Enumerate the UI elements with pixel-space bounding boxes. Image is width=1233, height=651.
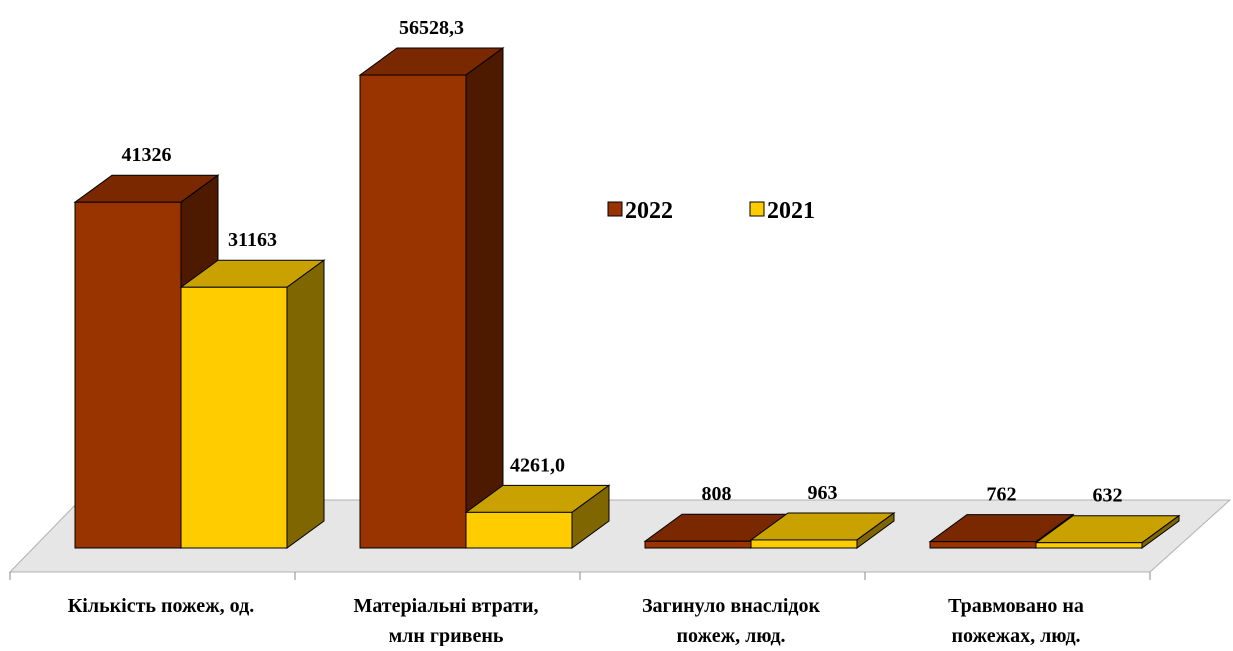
- data-label: 963: [808, 482, 838, 504]
- data-label: 56528,3: [399, 17, 464, 39]
- bar-front: [750, 539, 858, 549]
- bar: [464, 484, 611, 549]
- bar: [749, 511, 896, 549]
- x-tick-label: млн гривень: [389, 625, 504, 646]
- bar-front: [359, 74, 467, 549]
- data-label: 808: [702, 483, 732, 505]
- x-tick-label: Загинуло внаслідок: [642, 595, 821, 617]
- bar: [358, 47, 505, 549]
- legend-label: 2021: [767, 198, 815, 224]
- x-tick-label: пожеж, люд.: [676, 625, 785, 646]
- legend-swatch: [749, 201, 765, 217]
- data-label: 4261,0: [510, 454, 565, 476]
- data-label: 41326: [122, 144, 172, 166]
- bar-front: [74, 201, 182, 549]
- bar-front: [465, 511, 573, 549]
- legend-label: 2022: [625, 198, 673, 224]
- bar-front: [180, 286, 288, 549]
- x-tick-label: Травмовано на: [948, 595, 1084, 617]
- bar-front: [644, 540, 752, 549]
- legend-swatch: [607, 201, 623, 217]
- bar: [1034, 514, 1181, 549]
- bar: [179, 259, 326, 549]
- bar-side: [465, 47, 504, 549]
- data-label: 762: [987, 484, 1017, 506]
- bar-side: [286, 259, 325, 549]
- x-tick-label: пожежах, люд.: [951, 625, 1080, 646]
- x-tick-label: Матеріальні втрати,: [353, 595, 538, 617]
- bar-front: [1035, 542, 1143, 549]
- data-label: 31163: [228, 229, 277, 251]
- x-tick-label: Кількість пожеж, од.: [68, 595, 254, 617]
- data-label: 632: [1093, 485, 1123, 507]
- bar-front: [929, 541, 1037, 549]
